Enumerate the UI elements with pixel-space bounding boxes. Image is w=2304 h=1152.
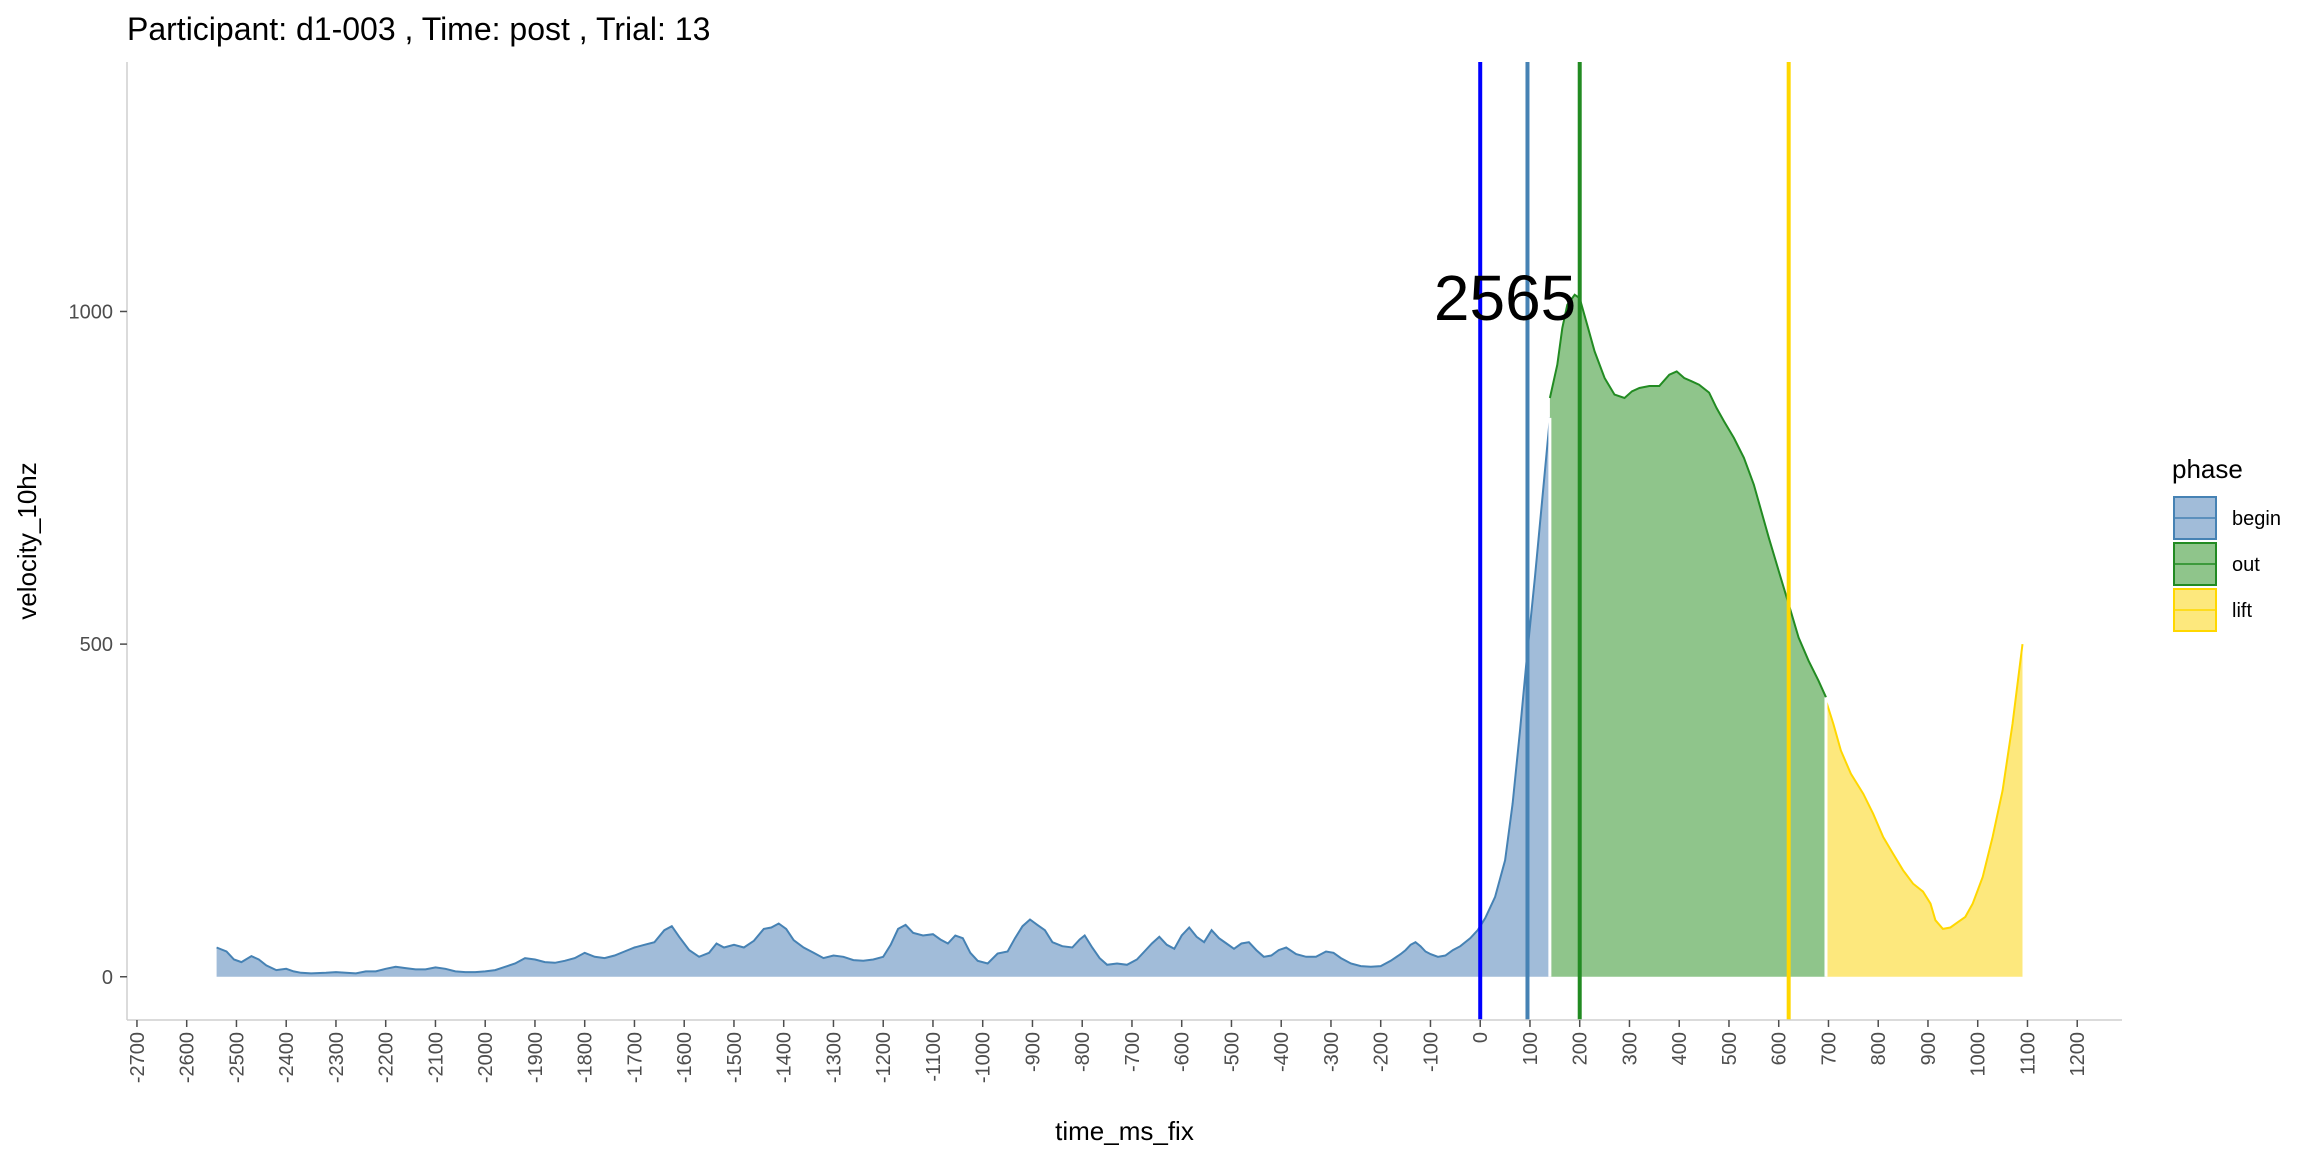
annotation-label: 2565 [1434,262,1576,334]
x-tick-label: -2000 [475,1032,497,1083]
x-tick-label: 900 [1918,1032,1940,1065]
area-out [1549,294,1826,977]
legend: phase begin out lift [2172,454,2281,632]
x-tick-label: -700 [1122,1032,1144,1072]
axes [126,62,2122,1021]
x-tick-label: -600 [1172,1032,1194,1072]
x-tick-label: 500 [1719,1032,1741,1065]
x-tick-label: -1000 [973,1032,995,1083]
x-tick-label: 300 [1620,1032,1642,1065]
legend-item-lift: lift [2173,588,2252,632]
x-tick-label: -800 [1072,1032,1094,1072]
x-tick-label: -1300 [824,1032,846,1083]
area-begin [216,417,1550,977]
x-tick-label: -2200 [376,1032,398,1083]
line-out [1548,293,1827,698]
line-begin [216,417,1551,975]
x-tick-label: -2300 [326,1032,348,1083]
y-axis-ticks: 0 500 1000 [69,301,127,989]
legend-item-out: out [2173,542,2260,586]
area-layer [216,293,2024,977]
x-tick-label: 800 [1868,1032,1890,1065]
x-tick-label: 1200 [2067,1032,2089,1077]
x-tick-label: 400 [1669,1032,1691,1065]
legend-title: phase [2172,454,2243,484]
x-tick-label: 200 [1570,1032,1592,1065]
x-tick-label: -1900 [525,1032,547,1083]
x-tick-label: -2700 [127,1032,149,1083]
x-tick-label: -1600 [674,1032,696,1083]
x-tick-label: 100 [1520,1032,1542,1065]
x-tick-label: -2500 [227,1032,249,1083]
legend-label: out [2232,554,2260,576]
line-lift [1825,643,2024,930]
chart-title: Participant: d1-003 , Time: post , Trial… [127,11,710,47]
vertical-line-layer [1478,62,1791,1020]
x-tick-label: -500 [1222,1032,1244,1072]
x-tick-label: -300 [1321,1032,1343,1072]
x-tick-label: -1800 [575,1032,597,1083]
x-tick-label: -100 [1421,1032,1443,1072]
x-tick-label: 0 [1470,1032,1492,1043]
x-tick-label: -200 [1371,1032,1393,1072]
legend-item-begin: begin [2173,496,2281,540]
x-axis-ticks: -2700 -2600 -2500 -2400 -2300 -2200 -2100 -2000… [127,1020,2089,1083]
x-tick-label: 1100 [2018,1032,2040,1075]
y-axis-title: velocity_10hz [12,462,42,620]
x-tick-label: -1100 [923,1032,945,1082]
x-tick-label: -2600 [177,1032,199,1083]
x-tick-label: 1000 [1968,1032,1990,1077]
x-tick-label: -400 [1271,1032,1293,1072]
x-tick-label: -1700 [625,1032,647,1083]
y-tick-label: 500 [80,634,113,656]
x-axis-title: time_ms_fix [1055,1116,1194,1146]
legend-label: begin [2232,508,2281,530]
x-tick-label: -1500 [724,1032,746,1083]
x-tick-label: -1400 [774,1032,796,1083]
x-tick-label: -900 [1023,1032,1045,1072]
y-tick-label: 1000 [69,301,114,323]
x-tick-label: -2100 [426,1032,448,1083]
y-tick-label: 0 [102,967,113,989]
x-tick-label: -2400 [276,1032,298,1083]
legend-label: lift [2232,600,2252,622]
x-tick-label: 600 [1769,1032,1791,1065]
x-tick-label: 700 [1819,1032,1841,1065]
area-lift [1826,644,2023,977]
x-tick-label: -1200 [873,1032,895,1083]
